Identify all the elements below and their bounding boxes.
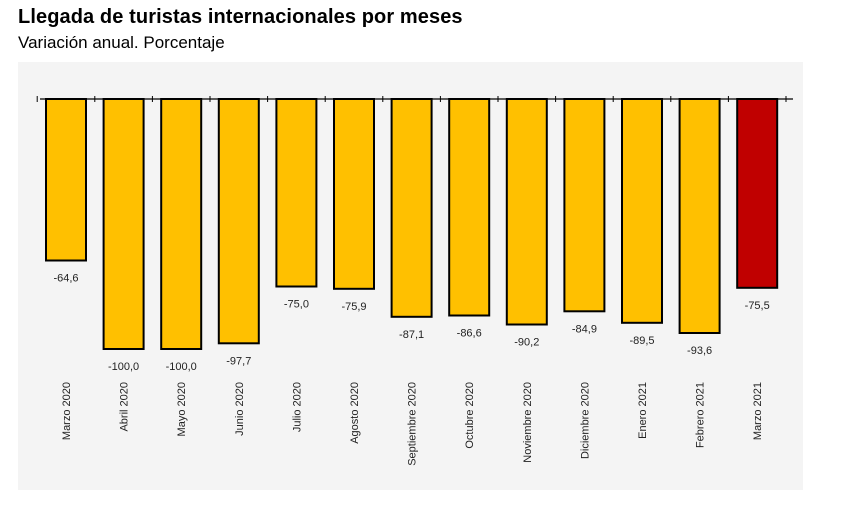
- bar-11: [621, 98, 663, 324]
- x-tick-label-10: Diciembre 2020: [579, 382, 591, 459]
- x-tick-label-3: Mayo 2020: [176, 382, 188, 436]
- bar-7: [390, 98, 433, 318]
- x-tick-label-13: Marzo 2021: [752, 382, 764, 440]
- data-label-3: -100,0: [166, 361, 197, 373]
- chart-title: Llegada de turistas internacionales por …: [18, 6, 463, 28]
- bar-9: [505, 98, 548, 326]
- data-label-5: -75,0: [284, 299, 309, 311]
- x-tick-label-12: Febrero 2021: [695, 382, 707, 448]
- x-tick-label-6: Agosto 2020: [349, 382, 361, 444]
- bar-6: [333, 98, 375, 290]
- bar-2: [102, 98, 145, 350]
- data-label-6: -75,9: [341, 301, 366, 313]
- data-label-1: -64,6: [53, 273, 78, 285]
- x-tick-label-5: Julio 2020: [291, 382, 303, 432]
- bar-1: [45, 98, 87, 262]
- data-label-2: -100,0: [108, 361, 139, 373]
- data-label-10: -84,9: [572, 323, 597, 335]
- data-label-9: -90,2: [514, 337, 539, 349]
- x-tick-label-4: Junio 2020: [234, 382, 246, 436]
- bar-13: [736, 98, 779, 289]
- data-label-7: -87,1: [399, 329, 424, 341]
- chart-subtitle: Variación anual. Porcentaje: [18, 33, 225, 52]
- bar-12: [678, 98, 721, 334]
- x-tick-label-9: Noviembre 2020: [522, 382, 534, 463]
- x-tick-label-2: Abril 2020: [119, 382, 131, 432]
- x-tick-label-1: Marzo 2020: [61, 382, 73, 440]
- data-label-8: -86,6: [457, 328, 482, 340]
- data-label-12: -93,6: [687, 345, 712, 357]
- bar-8: [448, 98, 491, 317]
- bar-4: [217, 98, 260, 345]
- bar-3: [160, 98, 203, 350]
- bar-10: [563, 98, 606, 313]
- data-label-13: -75,5: [745, 300, 770, 312]
- data-label-4: -97,7: [226, 355, 251, 367]
- bar-5: [275, 98, 318, 288]
- x-tick-label-11: Enero 2021: [637, 382, 649, 439]
- data-label-11: -89,5: [629, 335, 654, 347]
- x-tick-label-8: Octubre 2020: [464, 382, 476, 449]
- x-tick-label-7: Septiembre 2020: [407, 382, 419, 466]
